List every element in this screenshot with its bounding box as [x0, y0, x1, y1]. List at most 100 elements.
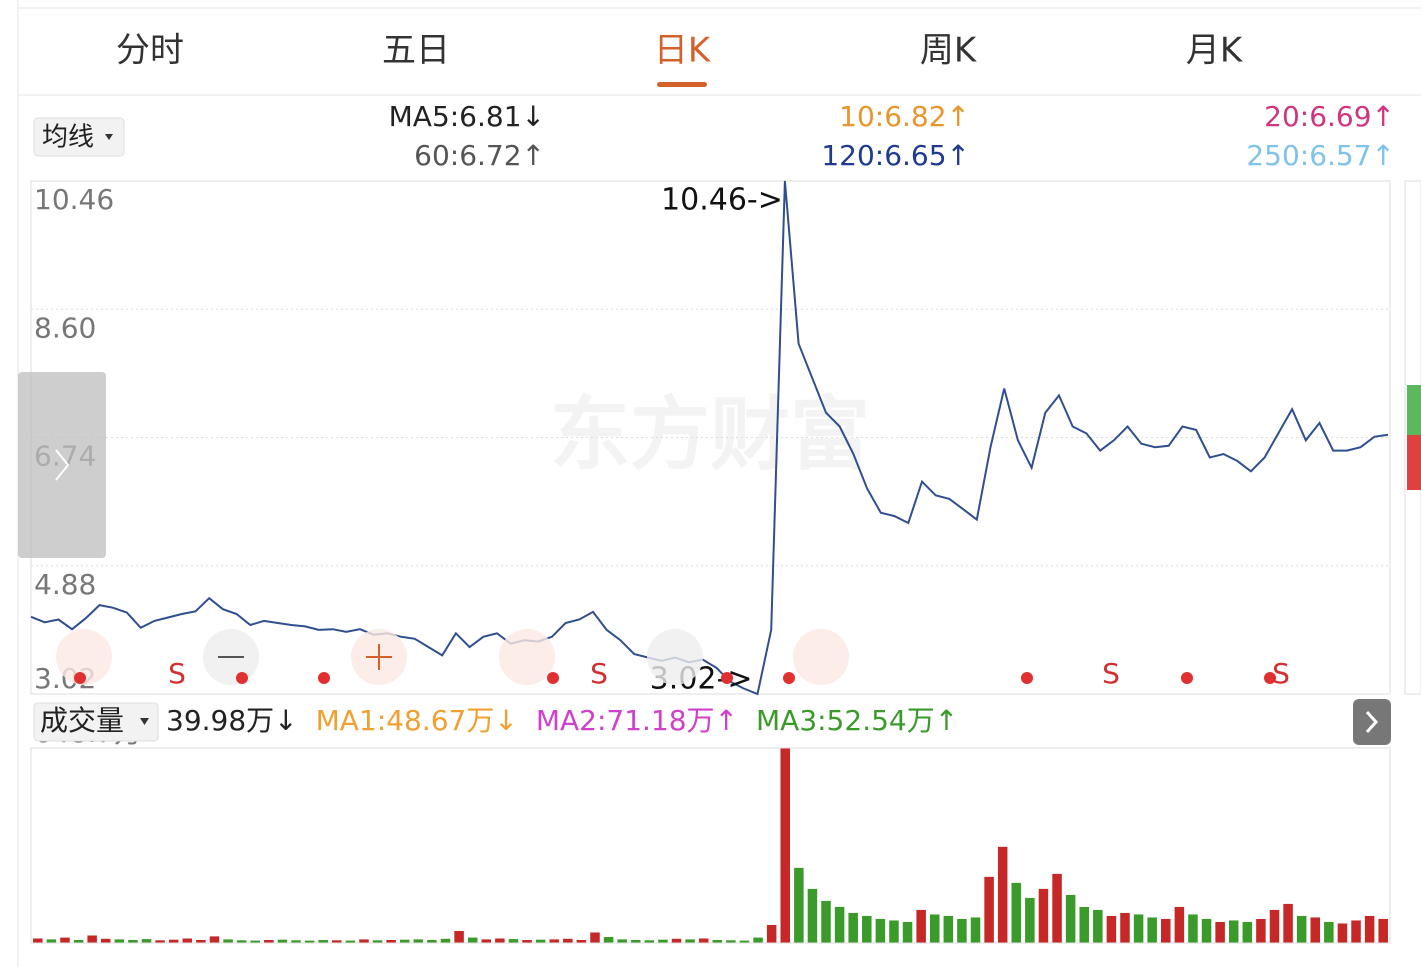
- volume-bar: [753, 937, 763, 943]
- ma-indicator: MA5:6.81↓: [389, 100, 545, 133]
- volume-bar: [1093, 909, 1103, 943]
- ma-selector[interactable]: 均线: [33, 117, 125, 157]
- ma-selector-box[interactable]: [33, 117, 125, 157]
- watermark: 东方财富: [550, 388, 870, 481]
- signal-label: S: [1102, 657, 1120, 690]
- volume-bar: [1337, 923, 1348, 943]
- volume-bar: [1201, 918, 1212, 943]
- control-button[interactable]: [793, 629, 849, 685]
- volume-bar: [250, 940, 260, 943]
- volume-bar: [671, 938, 682, 943]
- tab[interactable]: 分时: [116, 31, 184, 71]
- dropdown-arrow: [105, 134, 113, 140]
- tab[interactable]: 月K: [1186, 31, 1244, 71]
- volume-bar: [1215, 921, 1225, 943]
- ma-indicator: 120:6.65↑: [821, 139, 970, 172]
- volume-bar: [563, 938, 573, 943]
- volume-bar: [413, 939, 424, 943]
- volume-bar: [739, 940, 750, 943]
- volume-bar: [1188, 914, 1198, 943]
- control-button[interactable]: [499, 629, 555, 685]
- control-button[interactable]: [647, 629, 703, 685]
- side-panel-handle[interactable]: [18, 372, 106, 558]
- price-chart: 10.468.606.744.883.02MA5:6.81↓10:6.82↑20…: [30, 100, 1395, 697]
- chevron-icon: [55, 449, 70, 481]
- right-indicator: [1407, 435, 1421, 490]
- volume-bar: [399, 939, 410, 943]
- tab-bar: 分时 五日 日K 周K 月K: [116, 31, 1244, 71]
- volume-indicator: MA2:71.18万↑: [536, 704, 738, 737]
- right-indicator: [1407, 385, 1421, 435]
- volume-bar: [902, 921, 913, 943]
- volume-bar: [1324, 921, 1334, 943]
- volume-bar: [495, 938, 505, 943]
- volume-bar: [291, 940, 301, 943]
- volume-bar: [332, 940, 342, 943]
- volume-bar: [46, 939, 57, 943]
- volume-bar: [304, 940, 315, 943]
- ma-indicator: 20:6.69↑: [1264, 100, 1395, 133]
- volume-bar: [277, 939, 288, 943]
- volume-bar: [984, 876, 994, 943]
- ma-selector-label[interactable]: 均线: [42, 123, 94, 153]
- volume-bar: [100, 938, 111, 943]
- expand-button[interactable]: [1353, 699, 1391, 745]
- volume-bar: [236, 940, 247, 943]
- volume-plot-frame: [30, 747, 1391, 944]
- tab[interactable]: 日K: [654, 31, 712, 71]
- volume-bar: [467, 937, 478, 943]
- volume-bar: [1378, 918, 1388, 943]
- signal-dot: [547, 672, 559, 684]
- volume-bar: [794, 867, 804, 943]
- right-panel: [1404, 180, 1421, 695]
- volume-bar: [726, 940, 736, 943]
- ma-indicator: 60:6.72↑: [414, 139, 545, 172]
- volume-bar: [454, 930, 464, 943]
- volume-bar: [712, 939, 723, 943]
- volume-bar: [603, 936, 614, 943]
- volume-bar: [209, 936, 220, 943]
- volume-bar: [168, 939, 179, 943]
- ma-indicator: 10:6.82↑: [839, 100, 970, 133]
- volume-bar: [223, 939, 233, 943]
- volume-bar: [1025, 897, 1035, 943]
- volume-bar: [345, 940, 356, 943]
- signal-dot: [721, 672, 733, 684]
- control-button[interactable]: [56, 629, 112, 685]
- volume-bar: [875, 918, 886, 943]
- volume-bar: [359, 939, 369, 943]
- volume-bar: [196, 939, 206, 943]
- volume-bar: [997, 846, 1008, 943]
- tab[interactable]: 周K: [920, 31, 978, 71]
- signal-dot: [318, 672, 330, 684]
- y-tick-label: 8.60: [34, 311, 96, 344]
- controls: S S S S: [56, 629, 1290, 690]
- volume-chart: 648.7万成交量39.98万↓MA1:48.67万↓MA2:71.18万↑MA…: [33, 702, 1388, 943]
- volume-bar: [1242, 921, 1253, 943]
- volume-bar: [1296, 915, 1307, 943]
- signal-dot: [1264, 672, 1276, 684]
- volume-bar: [780, 748, 791, 943]
- signal-label: S: [590, 657, 608, 690]
- signal-label: S: [168, 657, 186, 690]
- volume-bar: [440, 938, 451, 943]
- plus-icon: [366, 644, 392, 670]
- volume-bar: [1283, 903, 1293, 943]
- volume-bar: [60, 937, 70, 943]
- volume-bar: [318, 939, 328, 943]
- dropdown-arrow: [140, 718, 149, 725]
- volume-selector-box[interactable]: [33, 702, 159, 742]
- volume-bar: [549, 939, 559, 943]
- signal-dot: [1021, 672, 1033, 684]
- volume-indicator: MA3:52.54万↑: [756, 704, 958, 737]
- price-line: [30, 180, 1389, 696]
- volume-bar: [889, 920, 899, 943]
- volume-bar: [1120, 912, 1130, 943]
- volume-bar: [508, 939, 519, 943]
- volume-bar: [862, 915, 872, 943]
- tab[interactable]: 五日: [382, 31, 450, 71]
- signal-label: S: [1272, 657, 1290, 690]
- volume-bar: [1161, 918, 1171, 943]
- volume-bar: [264, 939, 274, 943]
